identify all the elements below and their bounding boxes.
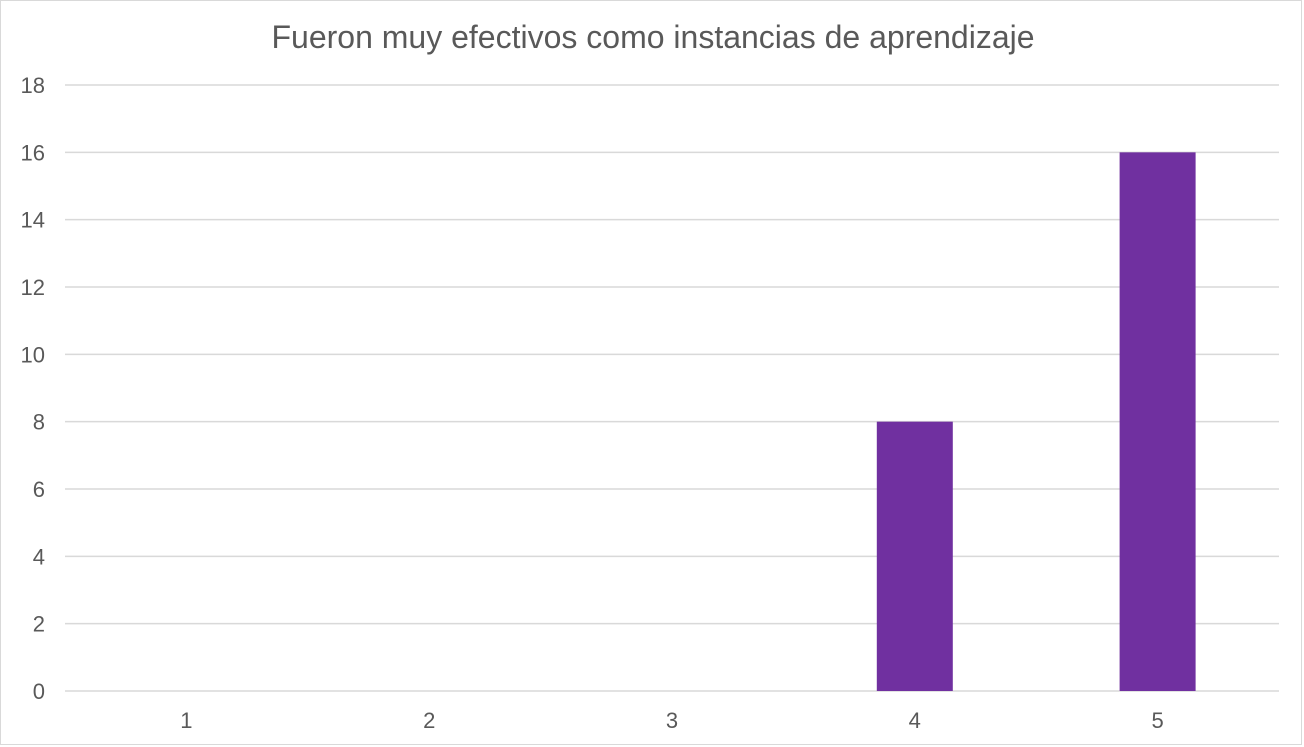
gridlines xyxy=(65,84,1279,692)
x-tick-label: 5 xyxy=(1151,708,1163,733)
y-tick-label: 12 xyxy=(21,275,45,300)
y-tick-label: 16 xyxy=(21,140,45,165)
y-tick-label: 2 xyxy=(33,612,45,637)
x-tick-label: 3 xyxy=(666,708,678,733)
y-tick-label: 8 xyxy=(33,410,45,435)
x-tick-label: 2 xyxy=(423,708,435,733)
chart-title: Fueron muy efectivos como instancias de … xyxy=(271,19,1035,55)
bar-5 xyxy=(1119,152,1196,692)
bars xyxy=(876,152,1196,692)
y-axis-ticks: 0 2 4 6 8 10 12 14 16 18 xyxy=(21,73,45,704)
x-tick-label: 1 xyxy=(180,708,192,733)
y-tick-label: 6 xyxy=(33,477,45,502)
y-tick-label: 4 xyxy=(33,544,45,569)
y-tick-label: 14 xyxy=(21,208,45,233)
y-tick-label: 10 xyxy=(21,342,45,367)
bar-4 xyxy=(876,421,953,691)
y-tick-label: 0 xyxy=(33,679,45,704)
y-tick-label: 18 xyxy=(21,73,45,98)
x-axis-ticks: 1 2 3 4 5 xyxy=(180,708,1163,733)
x-tick-label: 4 xyxy=(909,708,921,733)
